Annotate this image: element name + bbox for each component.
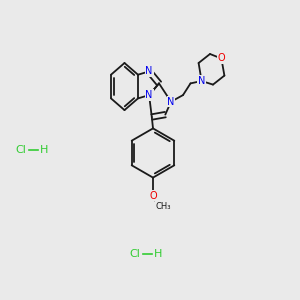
- Text: O: O: [218, 53, 225, 64]
- Text: Cl: Cl: [130, 249, 140, 260]
- Text: N: N: [146, 66, 153, 76]
- Text: CH₃: CH₃: [156, 202, 171, 211]
- Text: N: N: [198, 76, 205, 86]
- Text: O: O: [149, 190, 157, 201]
- Text: H: H: [40, 145, 49, 155]
- Text: Cl: Cl: [16, 145, 26, 155]
- Text: N: N: [167, 97, 175, 107]
- Text: N: N: [146, 90, 153, 100]
- Text: H: H: [154, 249, 163, 260]
